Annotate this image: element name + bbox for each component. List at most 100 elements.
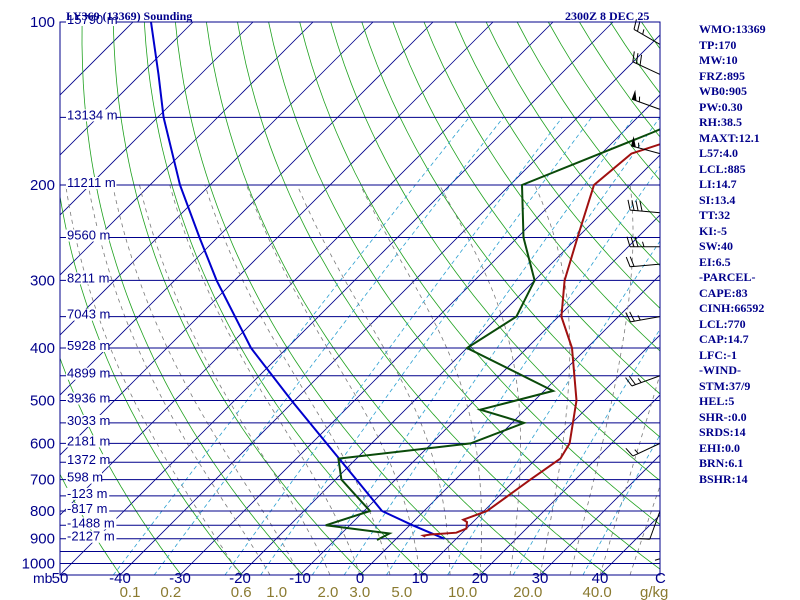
height-label-bg <box>66 471 102 484</box>
height-label: 11211 m <box>67 175 116 190</box>
wind-barb-flag <box>632 51 635 62</box>
wind-barb-flag <box>628 375 636 385</box>
index-value: HEL:5 <box>699 394 735 408</box>
wind-barb-flag <box>625 447 634 457</box>
wind-barb-flag <box>635 53 639 64</box>
wind-barb-flag <box>625 377 633 387</box>
wind-barb-flag <box>639 54 643 66</box>
height-label-bg <box>66 414 110 427</box>
height-label: 2181 m <box>67 433 110 448</box>
mixing-ratio-line <box>260 117 592 575</box>
isotherm-line <box>60 22 314 276</box>
mixing-ratio-label: 0.1 <box>120 584 141 600</box>
dry-adiabat <box>485 22 660 267</box>
temperature-tick-label: 50 <box>52 570 69 587</box>
wind-barb-flag <box>627 199 631 211</box>
wind-barb <box>630 136 661 155</box>
wind-barb-flag <box>629 311 635 322</box>
isotherm-line <box>479 394 660 575</box>
index-value: CAPE:83 <box>699 285 748 300</box>
wind-barb-flag <box>633 19 637 30</box>
height-label-bg <box>66 392 110 405</box>
height-label: 9560 m <box>67 227 110 242</box>
index-value: TP:170 <box>699 37 737 52</box>
wind-barb <box>625 375 661 387</box>
index-value: WMO:13369 <box>699 22 766 36</box>
pressure-tick-label: 900 <box>30 531 55 548</box>
height-label: 8211 m <box>67 270 109 285</box>
index-value: LFC:-1 <box>699 347 737 362</box>
wind-barb <box>654 530 661 561</box>
indices-panel: WMO:13369 TP:170 MW:10 FRZ:895 WB0:905 PW:0.3… <box>699 22 799 487</box>
wind-barb <box>631 89 661 110</box>
dry-adiabat <box>81 22 304 575</box>
wind-barb-flag <box>625 312 631 323</box>
temperature-tick-label: 10 <box>412 570 429 587</box>
wind-barb-shaft <box>649 510 661 540</box>
moist-adiabat <box>169 184 361 575</box>
wind-barb-flag <box>630 236 635 247</box>
plot-frame <box>59 21 661 576</box>
wind-barb <box>632 51 661 75</box>
valid-time: 2300Z 8 DEC 25 <box>565 9 649 23</box>
wind-barb <box>625 256 661 268</box>
height-label: 5928 m <box>67 338 110 353</box>
index-value: SW:40 <box>699 239 734 253</box>
wind-barb-flag <box>639 200 643 212</box>
isotherm-line <box>60 22 374 336</box>
index-value: BSHR:14 <box>699 471 748 486</box>
sounding-profiles <box>150 22 660 541</box>
isotherm-line <box>60 22 254 216</box>
index-value: RH:38.5 <box>699 115 742 129</box>
isotherm-line <box>119 34 660 575</box>
moist-adiabat <box>204 184 391 575</box>
mixing-ratio-label: 5.0 <box>391 584 412 600</box>
mixing-ratio-label: 20.0 <box>513 584 542 600</box>
height-label-bg <box>66 367 110 380</box>
parcel-trace <box>150 22 445 540</box>
dry-adiabat <box>423 22 660 352</box>
temperature-tick-label: 30 <box>532 570 549 587</box>
mixing-ratio-label: 1.0 <box>266 584 287 600</box>
height-label-bg <box>66 530 117 543</box>
wind-barb-half-flag <box>637 315 641 321</box>
index-value: SHR-:0.0 <box>699 409 747 424</box>
index-value: STM:37/9 <box>699 378 751 393</box>
height-label-bg <box>66 14 117 26</box>
index-value: L57:4.0 <box>699 146 738 160</box>
wind-barb-shaft <box>631 98 661 110</box>
wind-barb-flag <box>636 21 641 32</box>
mixing-ratio-label: 0.2 <box>160 584 181 600</box>
height-label: -123 m <box>67 486 107 501</box>
wind-barb-half-flag <box>637 378 642 383</box>
height-label-bg <box>66 503 110 516</box>
dry-adiabat <box>392 22 660 395</box>
mixing-ratio-label: 2.0 <box>318 584 339 600</box>
pressure-unit-label: mb <box>33 570 53 586</box>
dry-adiabat <box>60 356 182 575</box>
wind-barb-shaft <box>630 145 661 155</box>
index-value: TT:32 <box>699 208 731 222</box>
pressure-tick-label: 1000 <box>22 556 55 573</box>
pressure-tick-label: 800 <box>30 503 55 520</box>
index-value: BRN:6.1 <box>699 456 744 470</box>
wind-barb-flag <box>631 200 635 211</box>
pressure-tick-label: 500 <box>30 393 55 410</box>
wind-barb-shaft <box>632 442 661 457</box>
wind-barb-flag <box>635 200 639 211</box>
wind-barb <box>633 19 661 45</box>
wind-barb-flag <box>639 538 650 540</box>
moist-adiabat <box>359 184 483 575</box>
height-label: 3936 m <box>67 391 110 406</box>
temperature-tick-label: 40 <box>592 570 609 587</box>
isotherm-line <box>60 22 434 396</box>
isotherm-line <box>239 154 660 575</box>
temperature-tick-label: 20 <box>472 570 489 587</box>
temperature-tick-label: -20 <box>229 570 251 587</box>
height-label-bg <box>66 454 110 467</box>
index-value: LCL:770 <box>699 316 746 331</box>
dry-adiabat <box>60 193 243 575</box>
dry-adiabat <box>361 22 660 438</box>
wind-barb-flag <box>634 236 639 247</box>
